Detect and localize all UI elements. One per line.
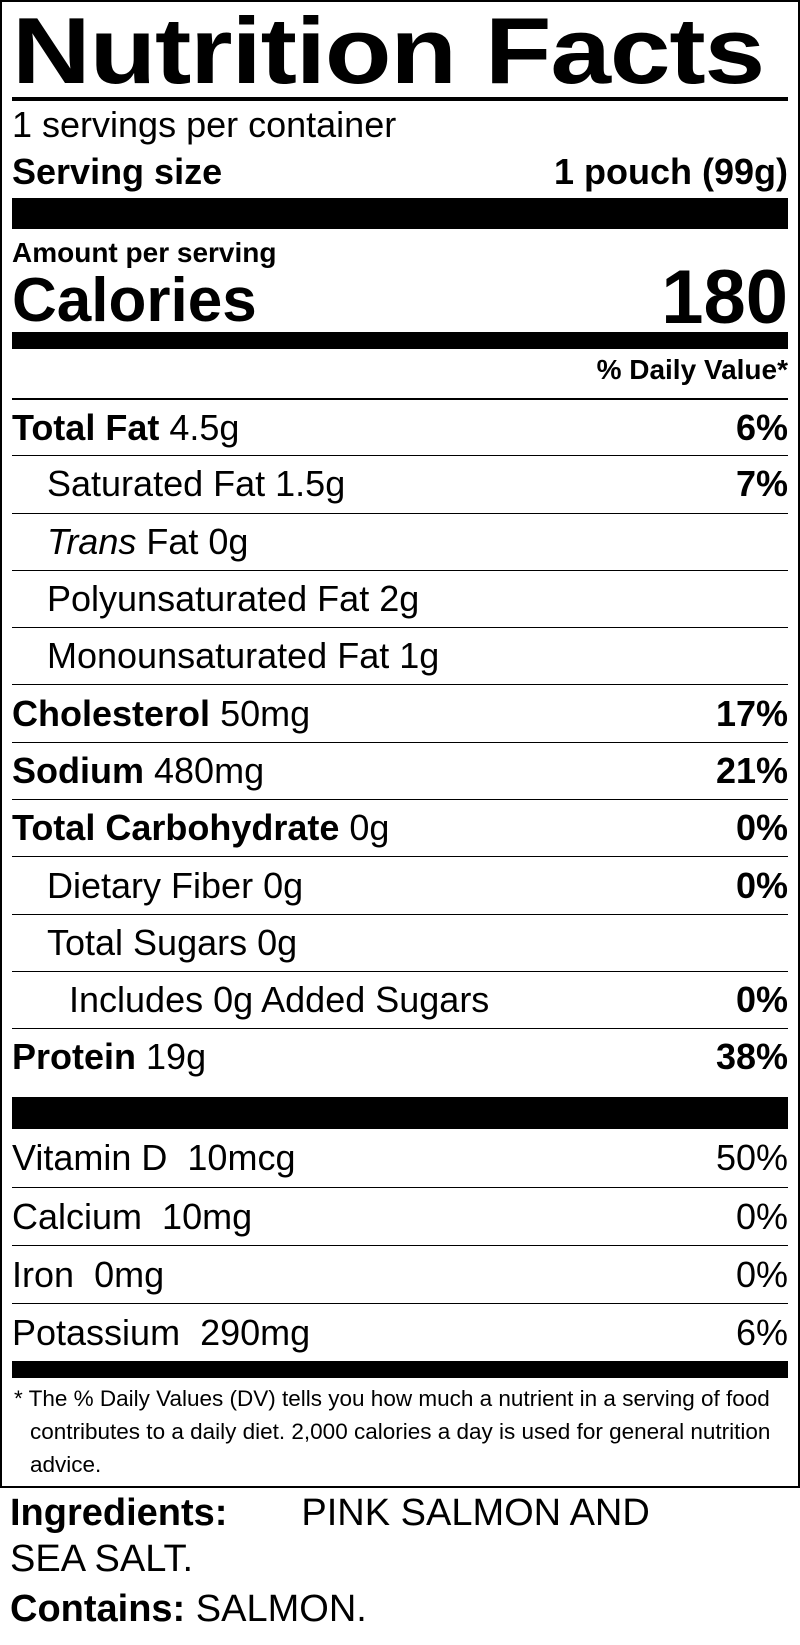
serving-size-label: Serving size bbox=[12, 151, 223, 192]
contains-label: Contains: bbox=[10, 1588, 186, 1630]
nutrient-dv: 0% bbox=[735, 979, 788, 1021]
vitamin-name: Iron bbox=[12, 1253, 75, 1295]
thick-divider bbox=[12, 1097, 788, 1129]
panel-title: Nutrition Facts bbox=[12, 0, 765, 103]
nutrient-row-total-fat: Total Fat 4.5g 6% bbox=[12, 398, 788, 455]
footnote: * The % Daily Values (DV) tells you how … bbox=[14, 1386, 771, 1477]
amount-per-serving: Amount per serving bbox=[12, 237, 277, 268]
nutrient-amount: 480mg bbox=[154, 749, 265, 791]
nutrient-row-monounsaturated-fat: Monounsaturated Fat 1g bbox=[12, 627, 788, 684]
nutrient-name: Trans bbox=[47, 520, 137, 562]
vitamin-dv: 50% bbox=[715, 1137, 788, 1178]
nutrient-dv: 7% bbox=[735, 463, 788, 505]
nutrient-dv: 0% bbox=[735, 807, 788, 849]
nutrient-row-polyunsaturated-fat: Polyunsaturated Fat 2g bbox=[12, 569, 788, 627]
nutrient-name: Dietary Fiber bbox=[47, 864, 254, 906]
nutrient-amount: 2g bbox=[379, 578, 420, 620]
nutrient-amount: 1g bbox=[399, 635, 440, 677]
vitamin-row-iron: Iron 0mg 0% bbox=[12, 1245, 788, 1303]
contains-text: SALMON. bbox=[195, 1588, 367, 1630]
nutrient-rows: Total Fat 4.5g 6% Saturated Fat 1.5g 7% Tr… bbox=[12, 398, 788, 1086]
contains: Contains: SALMON. bbox=[10, 1586, 367, 1632]
nutrient-row-sodium: Sodium 480mg 21% bbox=[12, 741, 788, 799]
nutrient-row-protein: Protein 19g 38% bbox=[12, 1028, 788, 1085]
nutrient-amount: 0g bbox=[263, 864, 304, 906]
nutrient-row-saturated-fat: Saturated Fat 1.5g 7% bbox=[12, 455, 788, 512]
ingredients: Ingredients: PINK SALMON AND SEA SALT. bbox=[10, 1490, 720, 1582]
nutrient-name: Protein bbox=[12, 1036, 137, 1078]
vitamin-rows: Vitamin D 10mcg 50% Calcium 10mg 0% Iron 0… bbox=[12, 1129, 788, 1361]
nutrient-name: Total Carbohydrate bbox=[12, 807, 340, 849]
nutrient-amount: 0g bbox=[208, 520, 249, 562]
nutrient-name-suffix: Fat bbox=[146, 520, 199, 562]
vitamin-name: Calcium bbox=[12, 1195, 143, 1237]
nutrient-name: Cholesterol bbox=[12, 692, 211, 734]
serving-size: Serving size 1 pouch (99g) bbox=[12, 150, 788, 194]
calories: Calories 180 bbox=[12, 260, 788, 336]
vitamin-amount: 10mcg bbox=[187, 1137, 296, 1178]
vitamin-dv: 0% bbox=[735, 1253, 788, 1295]
nutrient-row-total-sugars: Total Sugars 0g bbox=[12, 913, 788, 971]
nutrient-amount: 1.5g bbox=[275, 463, 346, 505]
calories-value: 180 bbox=[661, 255, 788, 340]
nutrient-dv: 17% bbox=[715, 692, 788, 734]
nutrient-amount: 50mg bbox=[220, 692, 311, 734]
nutrient-dv: 6% bbox=[735, 406, 788, 448]
nutrient-amount: 19g bbox=[146, 1036, 207, 1078]
vitamin-amount: 290mg bbox=[200, 1311, 311, 1353]
nutrient-name: Total Sugars bbox=[47, 921, 248, 963]
nutrient-name: Monounsaturated Fat bbox=[47, 635, 390, 677]
vitamin-name: Potassium bbox=[12, 1311, 181, 1353]
nutrition-facts-panel: Nutrition Facts 1 servings per container… bbox=[0, 0, 800, 1488]
ingredients-label: Ingredients: bbox=[10, 1492, 228, 1534]
thick-divider bbox=[12, 198, 788, 229]
calories-label: Calories bbox=[12, 266, 257, 335]
vitamin-amount: 0mg bbox=[94, 1253, 165, 1295]
nutrient-name: Saturated Fat bbox=[47, 463, 266, 505]
vitamin-row-potassium: Potassium 290mg 6% bbox=[12, 1303, 788, 1361]
nutrient-amount: 0g bbox=[349, 807, 390, 849]
medium-divider bbox=[12, 332, 788, 349]
nutrient-name: Total Fat bbox=[12, 406, 160, 448]
nutrient-amount: 0g bbox=[257, 921, 298, 963]
ingredients-text: PINK SALMON AND SEA SALT. bbox=[10, 1492, 650, 1580]
nutrient-row-cholesterol: Cholesterol 50mg 17% bbox=[12, 684, 788, 741]
nutrient-name: Sodium bbox=[12, 749, 144, 791]
vitamin-row-vitamin-d: Vitamin D 10mcg 50% bbox=[12, 1129, 788, 1187]
servings-per-container: 1 servings per container bbox=[12, 104, 397, 145]
nutrient-row-added-sugars: Includes 0g Added Sugars 0% bbox=[12, 970, 788, 1028]
vitamin-amount: 10mg bbox=[162, 1195, 253, 1237]
nutrient-dv: 21% bbox=[715, 749, 788, 791]
nutrient-dv: 38% bbox=[715, 1036, 788, 1078]
vitamin-dv: 6% bbox=[735, 1311, 788, 1353]
nutrient-name: Includes 0g Added Sugars bbox=[69, 979, 490, 1021]
medium-divider bbox=[12, 1361, 788, 1378]
nutrient-name: Polyunsaturated Fat bbox=[47, 578, 370, 620]
nutrient-row-trans-fat: Trans Fat 0g bbox=[12, 512, 788, 570]
vitamin-name: Vitamin D bbox=[12, 1137, 168, 1178]
nutrient-row-total-carbohydrate: Total Carbohydrate 0g 0% bbox=[12, 799, 788, 856]
nutrient-dv: 0% bbox=[735, 864, 788, 906]
nutrient-row-dietary-fiber: Dietary Fiber 0g 0% bbox=[12, 856, 788, 913]
nutrient-amount: 4.5g bbox=[169, 406, 240, 448]
vitamin-dv: 0% bbox=[735, 1195, 788, 1237]
daily-value-header: % Daily Value* bbox=[596, 354, 788, 385]
divider bbox=[12, 97, 788, 101]
vitamin-row-calcium: Calcium 10mg 0% bbox=[12, 1187, 788, 1245]
serving-size-value: 1 pouch (99g) bbox=[553, 151, 788, 192]
